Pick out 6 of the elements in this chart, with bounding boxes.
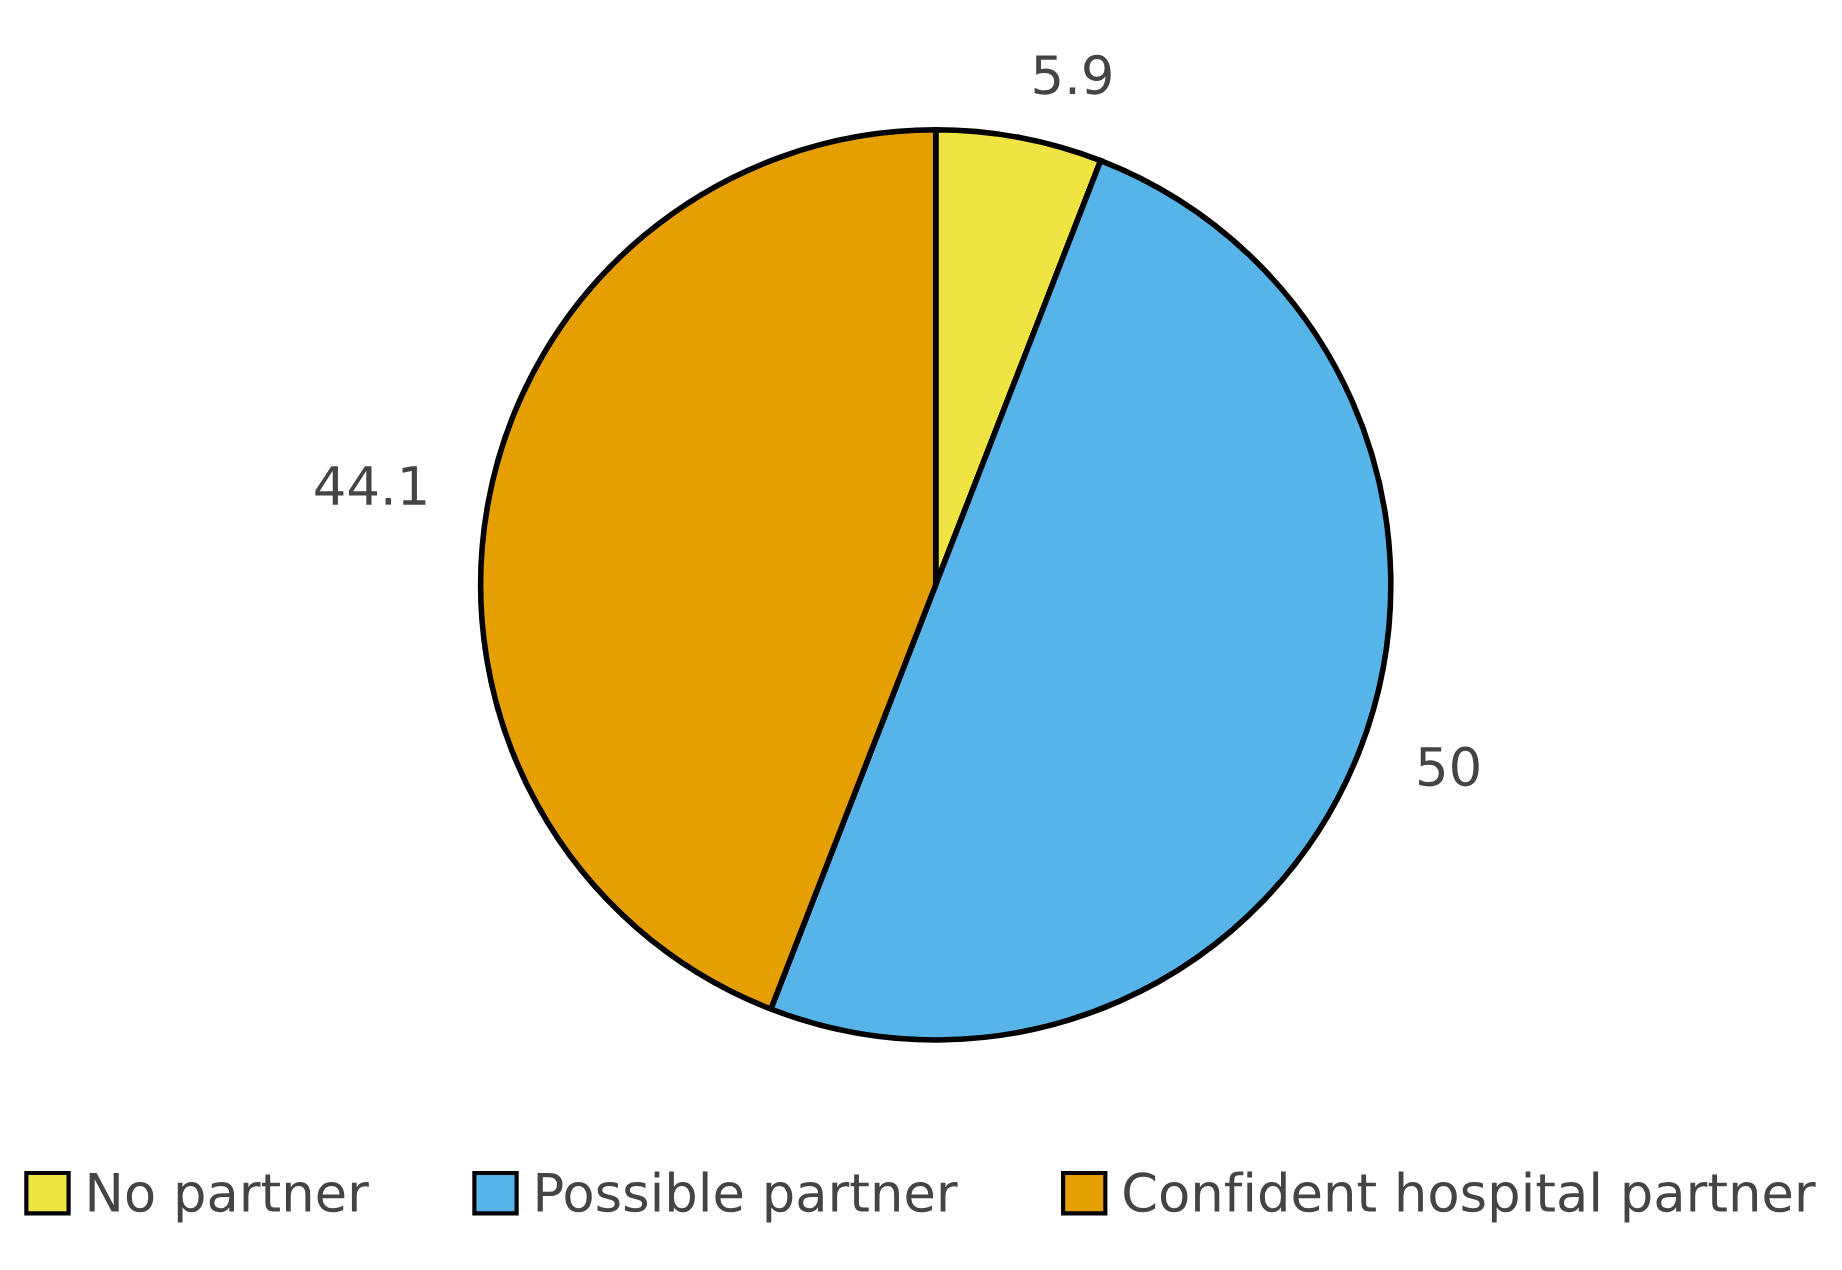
data-label: 5.9 xyxy=(1034,54,1111,95)
data-label: 50 xyxy=(1419,746,1479,787)
data-label: 44.1 xyxy=(315,466,426,505)
legend-label: Confident hospital partner xyxy=(1124,1171,1816,1223)
legend-label: No partner xyxy=(89,1173,369,1223)
legend-label: Possible partner xyxy=(537,1171,958,1223)
